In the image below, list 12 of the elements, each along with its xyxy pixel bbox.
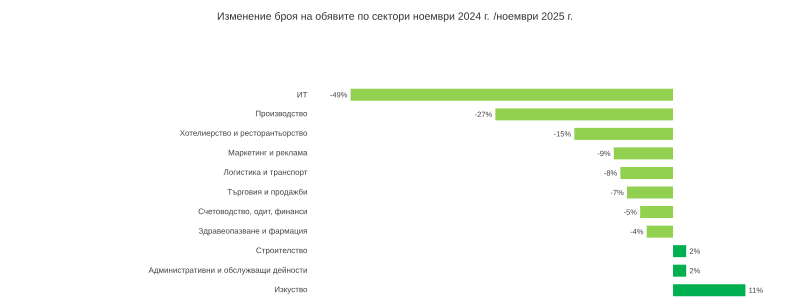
y-tick-label: Административни и обслужващи дейности xyxy=(148,266,307,274)
y-tick-label: Търговия и продажби xyxy=(228,188,307,196)
y-tick-label: Производство xyxy=(256,110,308,118)
y-tick-label: Здравеопазване и фармация xyxy=(198,228,307,236)
y-tick-label: Маркетинг и реклама xyxy=(228,150,308,157)
y-tick-label: Изкуство xyxy=(274,286,308,294)
y-tick-label: Строителство xyxy=(256,248,308,255)
y-tick-label: Логистика и транспорт xyxy=(224,169,308,177)
y-tick-label: Хотелиерство и ресторантьорство xyxy=(180,130,308,138)
chart-title: Изменение броя на обявите по сектори ноември 2024 г. /ноември 2025 г. xyxy=(218,12,572,22)
y-tick-label: ИТ xyxy=(298,92,308,98)
y-tick-label: Счетоводство, одит, финанси xyxy=(198,208,307,216)
